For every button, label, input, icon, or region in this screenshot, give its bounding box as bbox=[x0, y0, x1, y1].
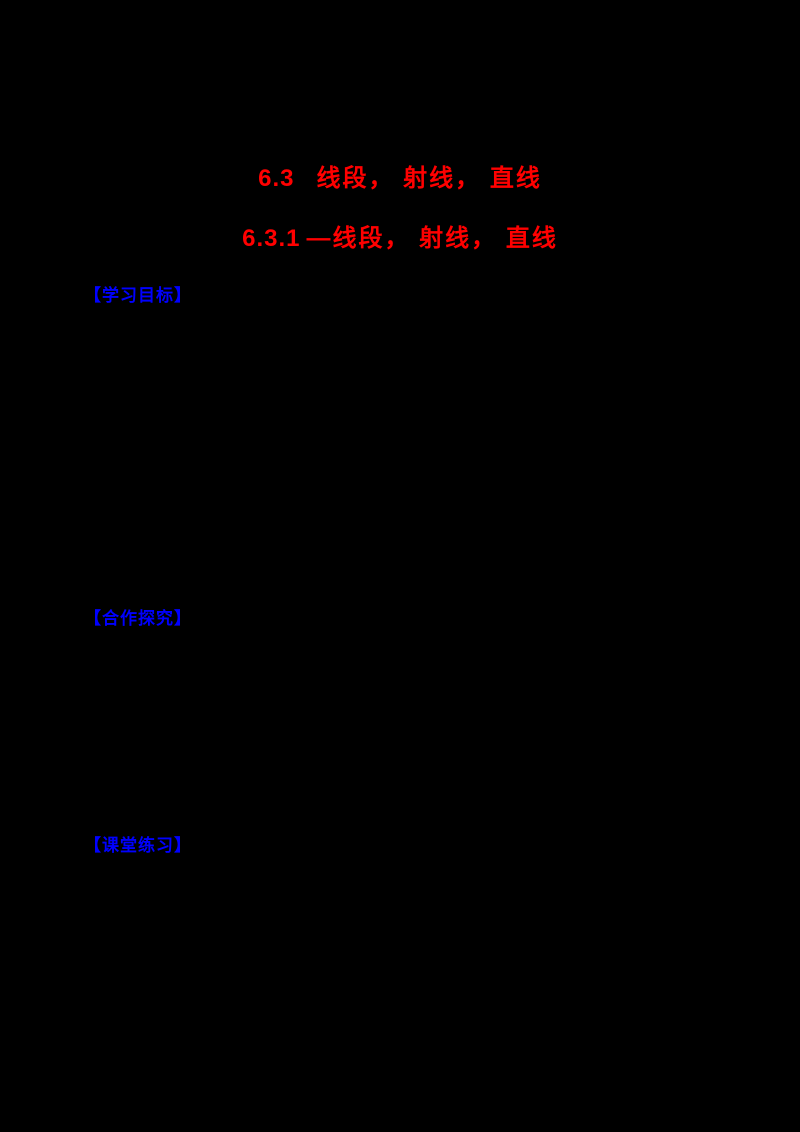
section-label-objectives: 【学习目标】 bbox=[84, 286, 192, 305]
section-label-exploration: 【合作探究】 bbox=[84, 609, 192, 628]
chapter-title: 线段， 射线， 直线 bbox=[316, 165, 542, 192]
chapter-number: 6.3 bbox=[258, 165, 295, 192]
subsection-title: —线段， 射线， 直线 bbox=[306, 225, 558, 252]
chapter-heading: 6.3 线段， 射线， 直线 bbox=[0, 158, 800, 193]
subsection-heading: 6.3.1 —线段， 射线， 直线 bbox=[0, 218, 800, 253]
section-label-practice: 【课堂练习】 bbox=[84, 836, 192, 855]
subsection-number: 6.3.1 bbox=[242, 225, 301, 252]
